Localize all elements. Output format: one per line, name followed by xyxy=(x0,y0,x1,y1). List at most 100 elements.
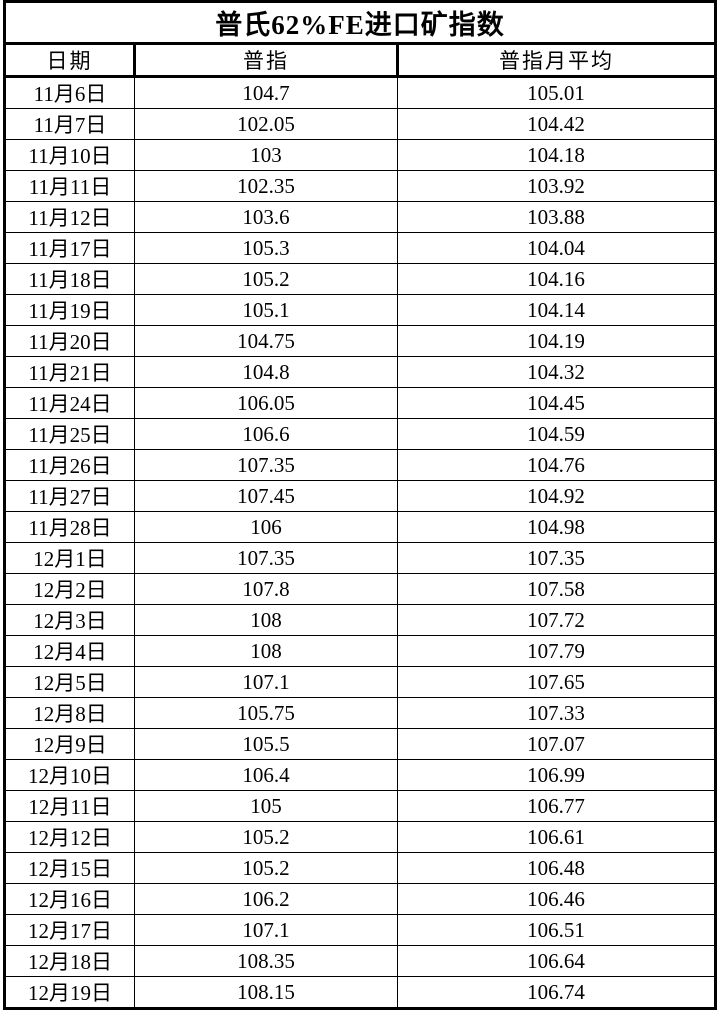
table-row: 11月24日 106.05 104.45 xyxy=(4,387,717,419)
date-cell: 12月12日 xyxy=(4,821,135,853)
date-cell: 11月6日 xyxy=(4,76,135,109)
date-cell: 12月19日 xyxy=(4,976,135,1009)
date-cell: 12月18日 xyxy=(4,945,135,977)
pz-value-cell: 107.35 xyxy=(134,542,398,574)
table-row: 12月19日 108.15 106.74 xyxy=(4,976,717,1009)
pz-value-cell: 102.05 xyxy=(134,108,398,140)
pz-monthly-avg-cell: 104.18 xyxy=(396,139,717,171)
pz-value-cell: 108.15 xyxy=(134,976,398,1009)
date-cell: 12月10日 xyxy=(4,759,135,791)
table-row: 11月18日 105.2 104.16 xyxy=(4,263,717,295)
pz-monthly-avg-cell: 103.92 xyxy=(396,170,717,202)
pz-monthly-avg-cell: 106.46 xyxy=(396,883,717,915)
pz-monthly-avg-cell: 106.99 xyxy=(396,759,717,791)
table-row: 11月11日 102.35 103.92 xyxy=(4,170,717,202)
table-row: 12月18日 108.35 106.64 xyxy=(4,945,717,977)
table-title-row: 普氏62%FE进口矿指数 xyxy=(4,1,716,45)
pz-monthly-avg-cell: 107.07 xyxy=(396,728,717,760)
table-row: 12月2日 107.8 107.58 xyxy=(4,573,717,605)
pz-value-cell: 105.1 xyxy=(134,294,398,326)
pz-value-cell: 107.45 xyxy=(134,480,398,512)
pz-value-cell: 104.75 xyxy=(134,325,398,357)
table-row: 12月4日 108 107.79 xyxy=(4,635,717,667)
pz-monthly-avg-cell: 106.74 xyxy=(396,976,717,1009)
table-row: 12月1日 107.35 107.35 xyxy=(4,542,717,574)
pz-value-cell: 103.6 xyxy=(134,201,398,233)
pz-monthly-avg-cell: 104.04 xyxy=(396,232,717,264)
pz-value-cell: 105 xyxy=(134,790,398,822)
pz-value-cell: 105.5 xyxy=(134,728,398,760)
date-cell: 12月4日 xyxy=(4,635,135,667)
pz-value-cell: 106.6 xyxy=(134,418,398,450)
column-header-date: 日期 xyxy=(3,42,136,78)
pz-value-cell: 105.2 xyxy=(134,821,398,853)
table-row: 11月17日 105.3 104.04 xyxy=(4,232,717,264)
date-cell: 12月1日 xyxy=(4,542,135,574)
pz-value-cell: 106.05 xyxy=(134,387,398,419)
pz-monthly-avg-cell: 107.33 xyxy=(396,697,717,729)
date-cell: 11月27日 xyxy=(4,480,135,512)
pz-value-cell: 107.1 xyxy=(134,914,398,946)
table-row: 11月19日 105.1 104.14 xyxy=(4,294,717,326)
date-cell: 11月20日 xyxy=(4,325,135,357)
pz-monthly-avg-cell: 104.14 xyxy=(396,294,717,326)
pz-value-cell: 103 xyxy=(134,139,398,171)
date-cell: 11月26日 xyxy=(4,449,135,481)
pz-monthly-avg-cell: 104.92 xyxy=(396,480,717,512)
pz-monthly-avg-cell: 104.76 xyxy=(396,449,717,481)
date-cell: 11月19日 xyxy=(4,294,135,326)
pz-value-cell: 105.2 xyxy=(134,263,398,295)
date-cell: 12月11日 xyxy=(4,790,135,822)
table-row: 11月10日 103 104.18 xyxy=(4,139,717,171)
date-cell: 11月24日 xyxy=(4,387,135,419)
pz-monthly-avg-cell: 107.35 xyxy=(396,542,717,574)
pz-value-cell: 105.2 xyxy=(134,852,398,884)
table-row: 12月9日 105.5 107.07 xyxy=(4,728,717,760)
pz-monthly-avg-cell: 106.77 xyxy=(396,790,717,822)
table-row: 12月10日 106.4 106.99 xyxy=(4,759,717,791)
date-cell: 11月18日 xyxy=(4,263,135,295)
pz-value-cell: 104.8 xyxy=(134,356,398,388)
table-row: 12月5日 107.1 107.65 xyxy=(4,666,717,698)
table-row: 11月28日 106 104.98 xyxy=(4,511,717,543)
date-cell: 12月2日 xyxy=(4,573,135,605)
table-row: 12月12日 105.2 106.61 xyxy=(4,821,717,853)
table-row: 11月7日 102.05 104.42 xyxy=(4,108,717,140)
pz-monthly-avg-cell: 107.58 xyxy=(396,573,717,605)
date-cell: 12月17日 xyxy=(4,914,135,946)
pz-monthly-avg-cell: 105.01 xyxy=(396,76,717,109)
date-cell: 11月21日 xyxy=(4,356,135,388)
date-cell: 11月28日 xyxy=(4,511,135,543)
pz-value-cell: 108.35 xyxy=(134,945,398,977)
table-row: 11月26日 107.35 104.76 xyxy=(4,449,717,481)
pz-monthly-avg-cell: 104.42 xyxy=(396,108,717,140)
pz-monthly-avg-cell: 106.64 xyxy=(396,945,717,977)
table-row: 11月27日 107.45 104.92 xyxy=(4,480,717,512)
pz-value-cell: 107.35 xyxy=(134,449,398,481)
pz-monthly-avg-cell: 106.48 xyxy=(396,852,717,884)
pz-value-cell: 106 xyxy=(134,511,398,543)
table-row: 11月20日 104.75 104.19 xyxy=(4,325,717,357)
table-row: 12月11日 105 106.77 xyxy=(4,790,717,822)
pz-monthly-avg-cell: 104.32 xyxy=(396,356,717,388)
table-row: 12月15日 105.2 106.48 xyxy=(4,852,717,884)
date-cell: 11月7日 xyxy=(4,108,135,140)
date-cell: 12月16日 xyxy=(4,883,135,915)
pz-value-cell: 102.35 xyxy=(134,170,398,202)
table-row: 11月6日 104.7 105.01 xyxy=(4,76,717,109)
column-header-pz-monthly-avg: 普指月平均 xyxy=(395,42,717,78)
pz-monthly-avg-cell: 104.59 xyxy=(396,418,717,450)
pz-value-cell: 107.1 xyxy=(134,666,398,698)
pz-value-cell: 105.3 xyxy=(134,232,398,264)
pz-value-cell: 106.4 xyxy=(134,759,398,791)
date-cell: 12月5日 xyxy=(4,666,135,698)
pz-monthly-avg-cell: 104.45 xyxy=(396,387,717,419)
pz-monthly-avg-cell: 106.51 xyxy=(396,914,717,946)
date-cell: 12月8日 xyxy=(4,697,135,729)
pz-value-cell: 107.8 xyxy=(134,573,398,605)
pz-monthly-avg-cell: 107.72 xyxy=(396,604,717,636)
date-cell: 11月25日 xyxy=(4,418,135,450)
pz-value-cell: 108 xyxy=(134,635,398,667)
table-row: 12月8日 105.75 107.33 xyxy=(4,697,717,729)
pz-monthly-avg-cell: 103.88 xyxy=(396,201,717,233)
